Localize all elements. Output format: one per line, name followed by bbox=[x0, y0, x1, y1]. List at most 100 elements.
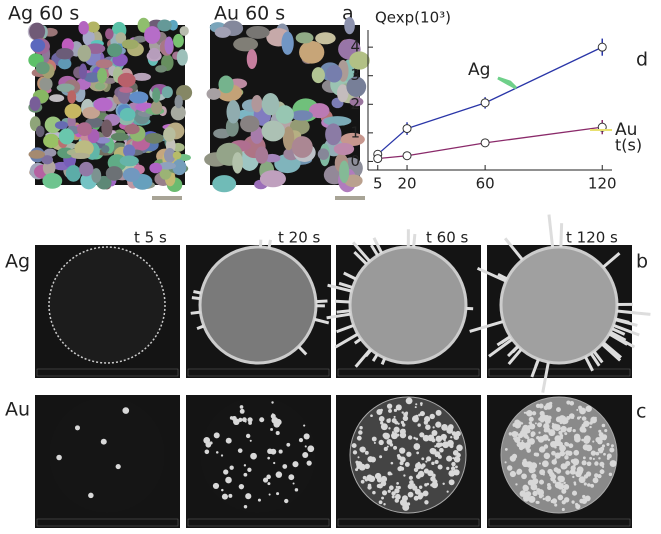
particle bbox=[564, 455, 568, 459]
particle bbox=[408, 435, 412, 439]
particle bbox=[529, 424, 535, 430]
particle bbox=[562, 483, 564, 485]
particle bbox=[449, 444, 453, 448]
particle bbox=[418, 471, 425, 478]
point bbox=[481, 139, 489, 147]
particle bbox=[267, 457, 270, 460]
grain bbox=[111, 133, 129, 141]
particle bbox=[259, 417, 264, 422]
particle bbox=[303, 425, 305, 427]
grain bbox=[312, 67, 325, 83]
particle bbox=[583, 456, 586, 459]
particle bbox=[403, 412, 408, 417]
particle bbox=[582, 460, 587, 465]
particle bbox=[558, 495, 564, 501]
particle bbox=[379, 416, 385, 422]
particle bbox=[396, 482, 399, 485]
grain bbox=[212, 175, 236, 192]
particle bbox=[442, 483, 444, 485]
grain bbox=[120, 108, 136, 121]
particle bbox=[279, 450, 283, 454]
particle bbox=[451, 462, 455, 466]
particle bbox=[573, 450, 579, 456]
particle bbox=[436, 410, 442, 416]
time-label: t 5 s bbox=[134, 229, 167, 247]
particle bbox=[402, 504, 409, 511]
particle bbox=[517, 442, 522, 447]
particle bbox=[538, 432, 540, 434]
grain bbox=[78, 45, 92, 62]
particle bbox=[610, 460, 617, 467]
particle bbox=[543, 474, 545, 476]
particle bbox=[379, 455, 382, 458]
particle bbox=[565, 443, 569, 447]
particle bbox=[379, 440, 384, 445]
particle bbox=[388, 409, 392, 413]
particle bbox=[539, 495, 543, 499]
particle bbox=[556, 407, 561, 412]
particle bbox=[433, 426, 435, 428]
particle bbox=[221, 489, 223, 491]
dendrite bbox=[191, 312, 201, 313]
particle bbox=[379, 500, 383, 504]
particle bbox=[386, 419, 391, 424]
grain bbox=[174, 95, 182, 108]
particle bbox=[435, 453, 439, 457]
particle bbox=[390, 443, 393, 446]
grain bbox=[315, 32, 336, 44]
particle bbox=[307, 445, 314, 452]
particle bbox=[267, 448, 273, 454]
particle bbox=[573, 481, 576, 484]
particle bbox=[545, 496, 551, 502]
particle bbox=[243, 473, 247, 477]
particle bbox=[226, 438, 232, 444]
particle bbox=[402, 495, 408, 501]
grain bbox=[281, 31, 293, 54]
particle bbox=[593, 458, 595, 460]
particle bbox=[409, 476, 413, 480]
particle bbox=[599, 462, 604, 467]
particle bbox=[538, 436, 544, 442]
particle bbox=[406, 397, 413, 404]
particle bbox=[435, 422, 441, 428]
grain bbox=[77, 122, 92, 136]
particle bbox=[388, 490, 391, 493]
particle bbox=[397, 455, 401, 459]
grain bbox=[262, 93, 280, 115]
particle bbox=[413, 443, 420, 450]
particle bbox=[240, 409, 245, 414]
grain bbox=[39, 77, 52, 91]
particle bbox=[245, 493, 251, 499]
particle bbox=[88, 493, 94, 499]
particle bbox=[368, 484, 372, 488]
particle bbox=[383, 433, 390, 440]
particle bbox=[554, 435, 561, 442]
particle bbox=[603, 453, 606, 456]
particle bbox=[537, 501, 540, 504]
particle bbox=[607, 457, 610, 460]
particle bbox=[355, 468, 358, 471]
grain bbox=[215, 27, 231, 38]
grain bbox=[326, 65, 342, 83]
particle bbox=[358, 430, 362, 434]
particle bbox=[530, 484, 537, 491]
particle bbox=[228, 494, 232, 498]
grain bbox=[162, 86, 173, 98]
particle bbox=[370, 414, 373, 417]
particle bbox=[581, 498, 587, 504]
particle bbox=[521, 473, 527, 479]
particle bbox=[450, 436, 452, 438]
panel-label: Au 60 s bbox=[214, 3, 285, 25]
particle bbox=[361, 480, 365, 484]
particle bbox=[116, 464, 121, 469]
particle bbox=[530, 462, 537, 469]
particle bbox=[558, 431, 562, 435]
grain bbox=[30, 39, 45, 52]
particle bbox=[524, 434, 528, 438]
x-tick-label: 60 bbox=[476, 175, 495, 193]
grain bbox=[118, 73, 136, 87]
particle bbox=[535, 422, 537, 424]
y-tick-label: 2 bbox=[350, 95, 360, 113]
x-tick-label: 5 bbox=[373, 175, 383, 193]
particle bbox=[542, 460, 549, 467]
